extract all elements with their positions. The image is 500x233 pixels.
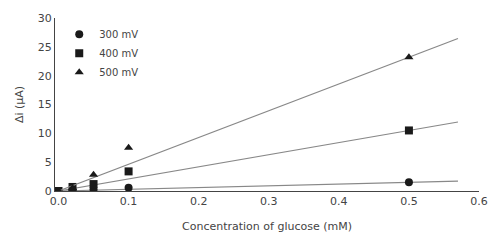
svg-text:Concentration of glucose (mM): Concentration of glucose (mM) (182, 220, 352, 233)
svg-text:20: 20 (38, 70, 52, 83)
svg-text:0.6: 0.6 (470, 195, 488, 208)
svg-text:0.2: 0.2 (190, 195, 208, 208)
svg-text:30: 30 (38, 12, 52, 25)
svg-text:5: 5 (45, 156, 52, 169)
svg-text:0.4: 0.4 (330, 195, 348, 208)
svg-text:500 mV: 500 mV (99, 67, 138, 78)
svg-text:10: 10 (38, 127, 52, 140)
svg-text:300 mV: 300 mV (99, 29, 138, 40)
svg-text:0.3: 0.3 (260, 195, 278, 208)
svg-text:25: 25 (38, 41, 52, 54)
svg-text:0.0: 0.0 (50, 195, 68, 208)
svg-text:0: 0 (45, 185, 52, 198)
svg-text:0.5: 0.5 (400, 195, 418, 208)
svg-text:Δi (μA): Δi (μA) (13, 86, 26, 123)
svg-text:400 mV: 400 mV (99, 48, 138, 59)
svg-text:15: 15 (38, 98, 52, 111)
svg-text:0.1: 0.1 (120, 195, 138, 208)
